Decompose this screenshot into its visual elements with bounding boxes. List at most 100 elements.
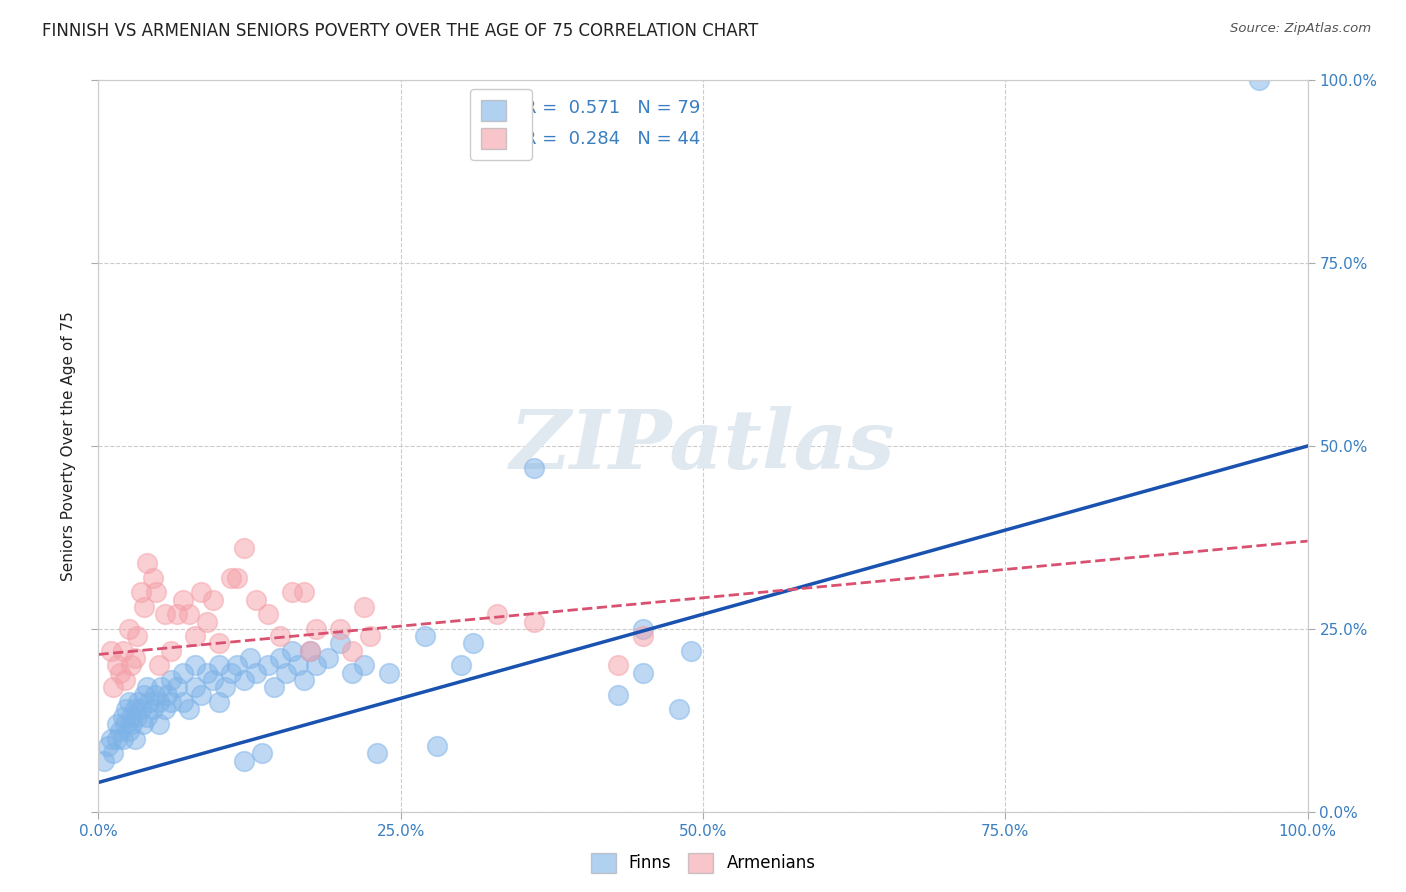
Point	[631, 629, 654, 643]
Point	[631, 622, 654, 636]
Point	[679, 644, 702, 658]
Point	[377, 665, 399, 680]
Point	[184, 658, 207, 673]
Point	[118, 695, 141, 709]
Point	[148, 658, 170, 673]
Point	[202, 673, 225, 687]
Point	[134, 688, 156, 702]
Point	[426, 739, 449, 753]
Point	[274, 665, 297, 680]
Point	[329, 636, 352, 650]
Point	[263, 681, 285, 695]
Point	[668, 702, 690, 716]
Point	[353, 599, 375, 614]
Point	[184, 681, 207, 695]
Point	[523, 615, 546, 629]
Legend: Finns, Armenians: Finns, Armenians	[583, 847, 823, 880]
Point	[607, 658, 630, 673]
Point	[208, 658, 231, 673]
Point	[195, 665, 218, 680]
Point	[195, 615, 218, 629]
Point	[114, 673, 136, 687]
Point	[142, 571, 165, 585]
Point	[93, 754, 115, 768]
Point	[132, 717, 155, 731]
Point	[108, 724, 131, 739]
Point	[1249, 73, 1271, 87]
Point	[160, 644, 183, 658]
Point	[135, 709, 157, 723]
Text: FINNISH VS ARMENIAN SENIORS POVERTY OVER THE AGE OF 75 CORRELATION CHART: FINNISH VS ARMENIAN SENIORS POVERTY OVER…	[42, 22, 758, 40]
Point	[184, 629, 207, 643]
Point	[129, 585, 152, 599]
Point	[245, 592, 267, 607]
Point	[124, 731, 146, 746]
Point	[115, 702, 138, 716]
Point	[269, 629, 291, 643]
Point	[221, 665, 243, 680]
Point	[111, 731, 134, 746]
Point	[281, 585, 304, 599]
Point	[299, 644, 322, 658]
Point	[353, 658, 375, 673]
Point	[179, 702, 201, 716]
Point	[342, 665, 364, 680]
Point	[463, 636, 485, 650]
Point	[256, 658, 278, 673]
Point	[135, 681, 157, 695]
Point	[148, 717, 170, 731]
Point	[329, 622, 352, 636]
Point	[190, 585, 212, 599]
Point	[160, 673, 183, 687]
Point	[97, 739, 120, 753]
Point	[127, 709, 149, 723]
Point	[172, 592, 194, 607]
Point	[360, 629, 382, 643]
Point	[127, 629, 149, 643]
Point	[129, 702, 152, 716]
Point	[202, 592, 225, 607]
Point	[127, 695, 149, 709]
Point	[292, 585, 315, 599]
Point	[221, 571, 243, 585]
Point	[118, 724, 141, 739]
Point	[166, 607, 188, 622]
Point	[120, 658, 142, 673]
Point	[232, 754, 254, 768]
Point	[299, 644, 322, 658]
Point	[142, 702, 165, 716]
Point	[256, 607, 278, 622]
Point	[100, 731, 122, 746]
Point	[305, 658, 328, 673]
Point	[269, 651, 291, 665]
Point	[160, 695, 183, 709]
Point	[342, 644, 364, 658]
Point	[232, 541, 254, 556]
Point	[226, 571, 249, 585]
Point	[121, 717, 143, 731]
Text: Source: ZipAtlas.com: Source: ZipAtlas.com	[1230, 22, 1371, 36]
Point	[143, 688, 166, 702]
Text: ZIPatlas: ZIPatlas	[510, 406, 896, 486]
Point	[145, 585, 167, 599]
Point	[166, 681, 188, 695]
Point	[316, 651, 339, 665]
Text: R =  0.571   N = 79: R = 0.571 N = 79	[524, 99, 700, 117]
Point	[208, 695, 231, 709]
Point	[239, 651, 262, 665]
Point	[101, 746, 124, 760]
Point	[305, 622, 328, 636]
Point	[153, 702, 176, 716]
Point	[523, 461, 546, 475]
Point	[124, 702, 146, 716]
Text: R =  0.284   N = 44: R = 0.284 N = 44	[524, 130, 700, 148]
Point	[105, 731, 128, 746]
Point	[172, 665, 194, 680]
Point	[486, 607, 509, 622]
Point	[111, 709, 134, 723]
Point	[118, 622, 141, 636]
Point	[281, 644, 304, 658]
Point	[153, 607, 176, 622]
Point	[287, 658, 309, 673]
Point	[108, 665, 131, 680]
